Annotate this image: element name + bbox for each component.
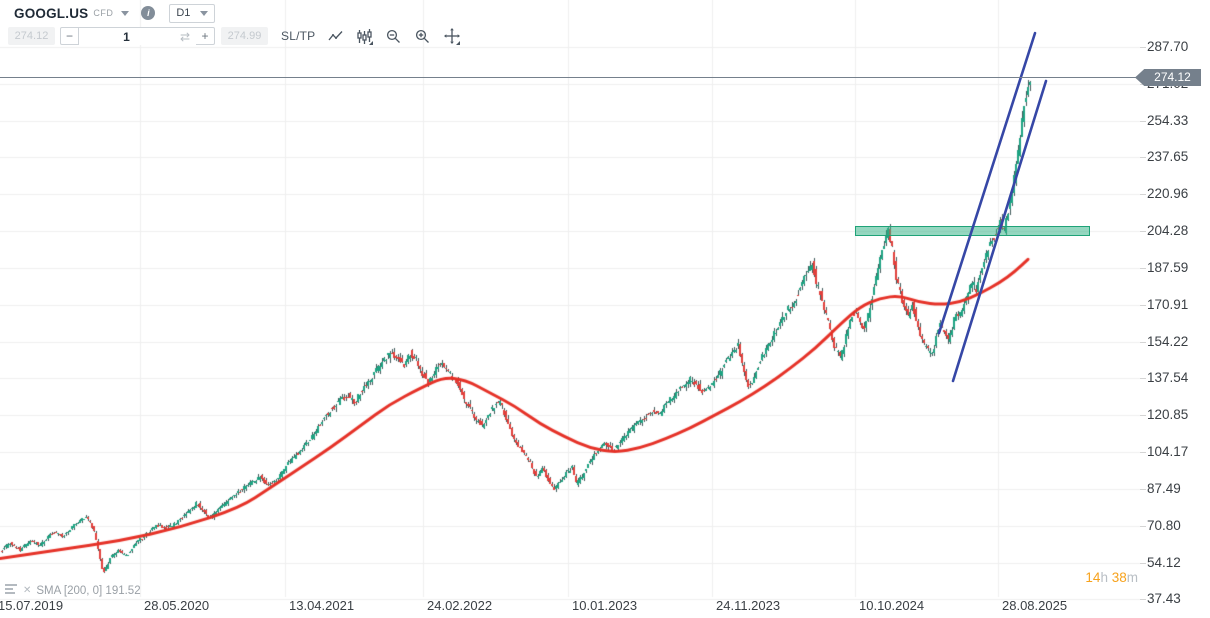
time-axis[interactable]: 15.07.2019 28.05.2020 13.04.2021 24.02.2022… <box>0 596 1140 618</box>
price-axis-label: 154.22 <box>1147 334 1189 349</box>
pan-crosshair-button[interactable] <box>443 28 461 45</box>
countdown-hours-unit: h <box>1100 570 1112 585</box>
zoom-in-icon <box>416 29 430 43</box>
price-axis-tick <box>1140 489 1146 490</box>
price-axis-tick <box>1140 268 1146 269</box>
countdown-minutes-unit: m <box>1126 570 1138 585</box>
drawings-overlay <box>937 31 1048 383</box>
current-price-badge: 274.12 <box>1135 69 1201 86</box>
time-axis-label: 24.02.2022 <box>427 598 493 613</box>
time-axis-label: 28.05.2020 <box>144 598 210 613</box>
price-axis-label: 170.91 <box>1147 297 1189 312</box>
volume-input[interactable] <box>79 29 196 45</box>
price-axis-tick <box>1140 121 1146 122</box>
zoom-out-button[interactable] <box>385 28 402 45</box>
price-axis-tick <box>1140 342 1146 343</box>
price-axis-label: 204.28 <box>1147 223 1189 238</box>
price-axis-tick <box>1140 305 1146 306</box>
timeframe-caret-icon <box>200 10 209 16</box>
price-axis-label: 254.33 <box>1147 113 1189 128</box>
sma-legend-label: SMA [200, 0] 191.52 <box>36 584 141 597</box>
price-axis-label: 104.17 <box>1147 444 1189 459</box>
time-axis-label: 10.10.2024 <box>859 598 925 613</box>
volume-increase-button[interactable]: + <box>196 27 215 45</box>
price-axis-tick <box>1140 415 1146 416</box>
countdown-minutes: 38 <box>1111 570 1127 585</box>
candle-countdown: 14h 38m <box>1085 570 1138 585</box>
trend-line-lower[interactable] <box>951 79 1048 383</box>
trend-line-upper[interactable] <box>937 31 1037 335</box>
sltp-button[interactable]: SL/TP <box>281 29 316 43</box>
symbol-dropdown-caret-icon[interactable] <box>121 10 130 16</box>
price-axis-tick <box>1140 194 1146 195</box>
price-axis-tick <box>1140 526 1146 527</box>
countdown-hours: 14 <box>1085 570 1101 585</box>
timeframe-value: D1 <box>176 7 191 19</box>
price-axis-label: 220.96 <box>1147 186 1189 201</box>
sell-price-button[interactable]: 274.12 <box>8 27 55 45</box>
zoom-in-button[interactable] <box>414 28 431 45</box>
price-axis-tick <box>1140 378 1146 379</box>
time-axis-label: 10.01.2023 <box>572 598 638 613</box>
price-axis-label: 120.85 <box>1147 407 1189 422</box>
line-chart-icon <box>328 31 343 41</box>
price-axis-label: 187.59 <box>1147 260 1189 275</box>
price-axis-tick <box>1140 452 1146 453</box>
volume-refresh-icon[interactable]: ⇄ <box>179 30 190 44</box>
time-axis-label: 24.11.2023 <box>716 598 781 613</box>
indicator-close-icon[interactable]: ✕ <box>23 584 32 596</box>
line-chart-type-button[interactable] <box>327 28 344 45</box>
price-axis-tick <box>1140 47 1146 48</box>
info-icon[interactable]: i <box>141 6 156 20</box>
symbol-label[interactable]: GOOGL.US <box>14 5 89 21</box>
price-axis-tick <box>1140 563 1146 564</box>
timeframe-select[interactable]: D1 <box>169 3 216 23</box>
price-axis-label: 37.43 <box>1147 591 1181 606</box>
price-axis-label: 287.70 <box>1147 39 1189 54</box>
price-axis-label: 87.49 <box>1147 481 1181 496</box>
price-chart-canvas[interactable] <box>0 0 1140 618</box>
price-axis-tick <box>1140 157 1146 158</box>
dropdown-corner-indicator <box>369 40 374 45</box>
current-price-line <box>0 77 1140 78</box>
candlestick-type-button[interactable] <box>356 28 374 45</box>
time-axis-label: 15.07.2019 <box>0 598 64 613</box>
price-axis-label: 54.12 <box>1147 555 1181 570</box>
zoom-out-icon <box>387 29 401 43</box>
price-axis-tick <box>1140 599 1146 600</box>
price-axis-label: 70.80 <box>1147 518 1181 533</box>
price-axis-label: 137.54 <box>1147 370 1189 385</box>
indicator-settings-icon[interactable] <box>5 584 18 597</box>
price-axis[interactable]: 287.70271.02254.33237.65220.96204.28187.… <box>1140 0 1210 618</box>
price-axis-tick <box>1140 231 1146 232</box>
time-axis-label: 13.04.2021 <box>289 598 355 613</box>
price-axis-label: 237.65 <box>1147 149 1189 164</box>
candlestick-icon <box>357 28 373 44</box>
dropdown-corner-indicator <box>456 40 461 45</box>
buy-price-button[interactable]: 274.99 <box>221 27 268 45</box>
volume-field: ⇄ <box>79 27 196 45</box>
time-axis-label: 28.08.2025 <box>1002 598 1068 613</box>
pan-crosshair-icon <box>443 28 460 44</box>
volume-decrease-button[interactable]: − <box>60 27 79 45</box>
sma-legend: ✕ SMA [200, 0] 191.52 <box>5 584 141 597</box>
instrument-type-label: CFD <box>93 8 114 18</box>
